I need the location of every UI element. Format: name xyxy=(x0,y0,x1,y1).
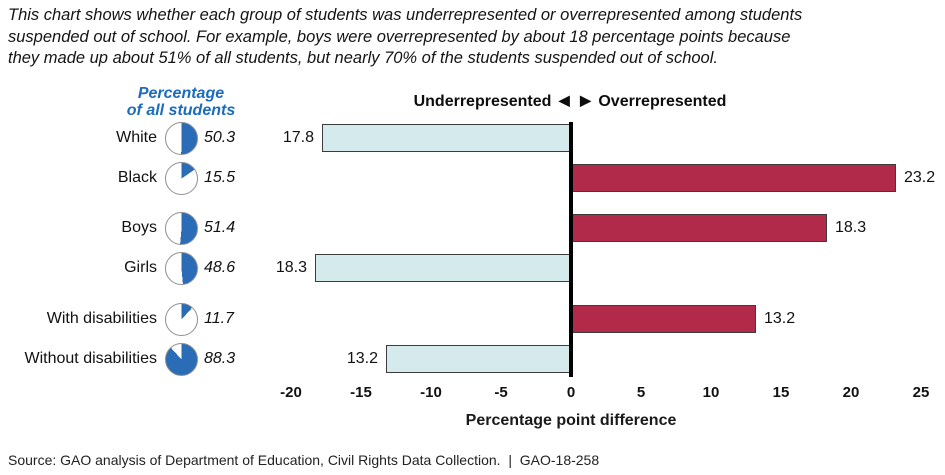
pct-of-students-white: 50.3 xyxy=(204,129,236,146)
pct-of-students-girls: 48.6 xyxy=(204,259,236,276)
x-tick--15: -15 xyxy=(350,384,372,401)
bar-boys xyxy=(571,214,827,242)
bar-with-disabilities xyxy=(571,305,756,333)
bar-value-white: 17.8 xyxy=(282,129,314,146)
zero-axis-line xyxy=(569,122,573,377)
x-tick-20: 20 xyxy=(842,384,860,401)
bar-value-black: 23.2 xyxy=(904,169,936,186)
pie-icon-boys xyxy=(165,212,198,245)
category-label-boys: Boys xyxy=(121,219,157,236)
x-tick-15: 15 xyxy=(772,384,790,401)
pct-of-students-with-disabilities: 11.7 xyxy=(204,310,234,327)
intro-line-1: This chart shows whether each group of s… xyxy=(8,6,803,24)
bar-black xyxy=(571,164,896,192)
category-label-girls: Girls xyxy=(124,259,157,276)
pie-icon-girls xyxy=(165,252,198,285)
bar-value-with-disabilities: 13.2 xyxy=(764,310,796,327)
category-label-black: Black xyxy=(117,169,157,186)
bar-value-boys: 18.3 xyxy=(835,219,867,236)
pct-of-students-black: 15.5 xyxy=(204,169,236,186)
overrepresented-label: Overrepresented xyxy=(598,93,727,110)
x-axis-label: Percentage point difference xyxy=(465,412,677,429)
category-label-without-disabilities: Without disabilities xyxy=(24,350,158,367)
bar-value-girls: 18.3 xyxy=(275,259,307,276)
x-tick--20: -20 xyxy=(280,384,302,401)
left-header-line-1: Percentage xyxy=(137,85,225,102)
x-tick--5: -5 xyxy=(494,384,508,401)
intro-line-2: suspended out of school. For example, bo… xyxy=(8,27,791,46)
bar-white xyxy=(322,124,571,152)
underrepresented-label: Underrepresented xyxy=(413,93,552,110)
pct-of-students-boys: 51.4 xyxy=(204,219,236,236)
pct-of-students-without-disabilities: 88.3 xyxy=(204,350,236,367)
x-tick--10: -10 xyxy=(420,384,442,401)
left-column-header: Percentage of all students xyxy=(81,85,281,119)
left-arrow-icon: ◀ xyxy=(558,92,570,108)
source-note: Source: GAO analysis of Department of Ed… xyxy=(8,452,600,468)
x-tick-0: 0 xyxy=(566,384,576,401)
bar-value-without-disabilities: 13.2 xyxy=(346,350,378,367)
right-arrow-icon: ▶ xyxy=(580,92,591,108)
direction-header: Underrepresented ◀ ▶ Overrepresented xyxy=(290,92,850,111)
category-label-white: White xyxy=(116,129,157,146)
pie-icon-black xyxy=(165,162,198,195)
pie-icon-with-disabilities xyxy=(165,303,198,336)
pie-icon-without-disabilities xyxy=(165,343,198,376)
x-tick-10: 10 xyxy=(702,384,720,401)
pie-icon-white xyxy=(165,122,198,155)
category-label-with-disabilities: With disabilities xyxy=(46,310,157,327)
x-tick-5: 5 xyxy=(636,384,646,401)
x-tick-25: 25 xyxy=(912,384,930,401)
bar-girls xyxy=(315,254,571,282)
chart-intro: This chart shows whether each group of s… xyxy=(8,5,940,70)
bar-without-disabilities xyxy=(386,345,571,373)
intro-line-3: they made up about 51% of all students, … xyxy=(8,49,718,67)
left-header-line-2: of all students xyxy=(126,101,236,119)
